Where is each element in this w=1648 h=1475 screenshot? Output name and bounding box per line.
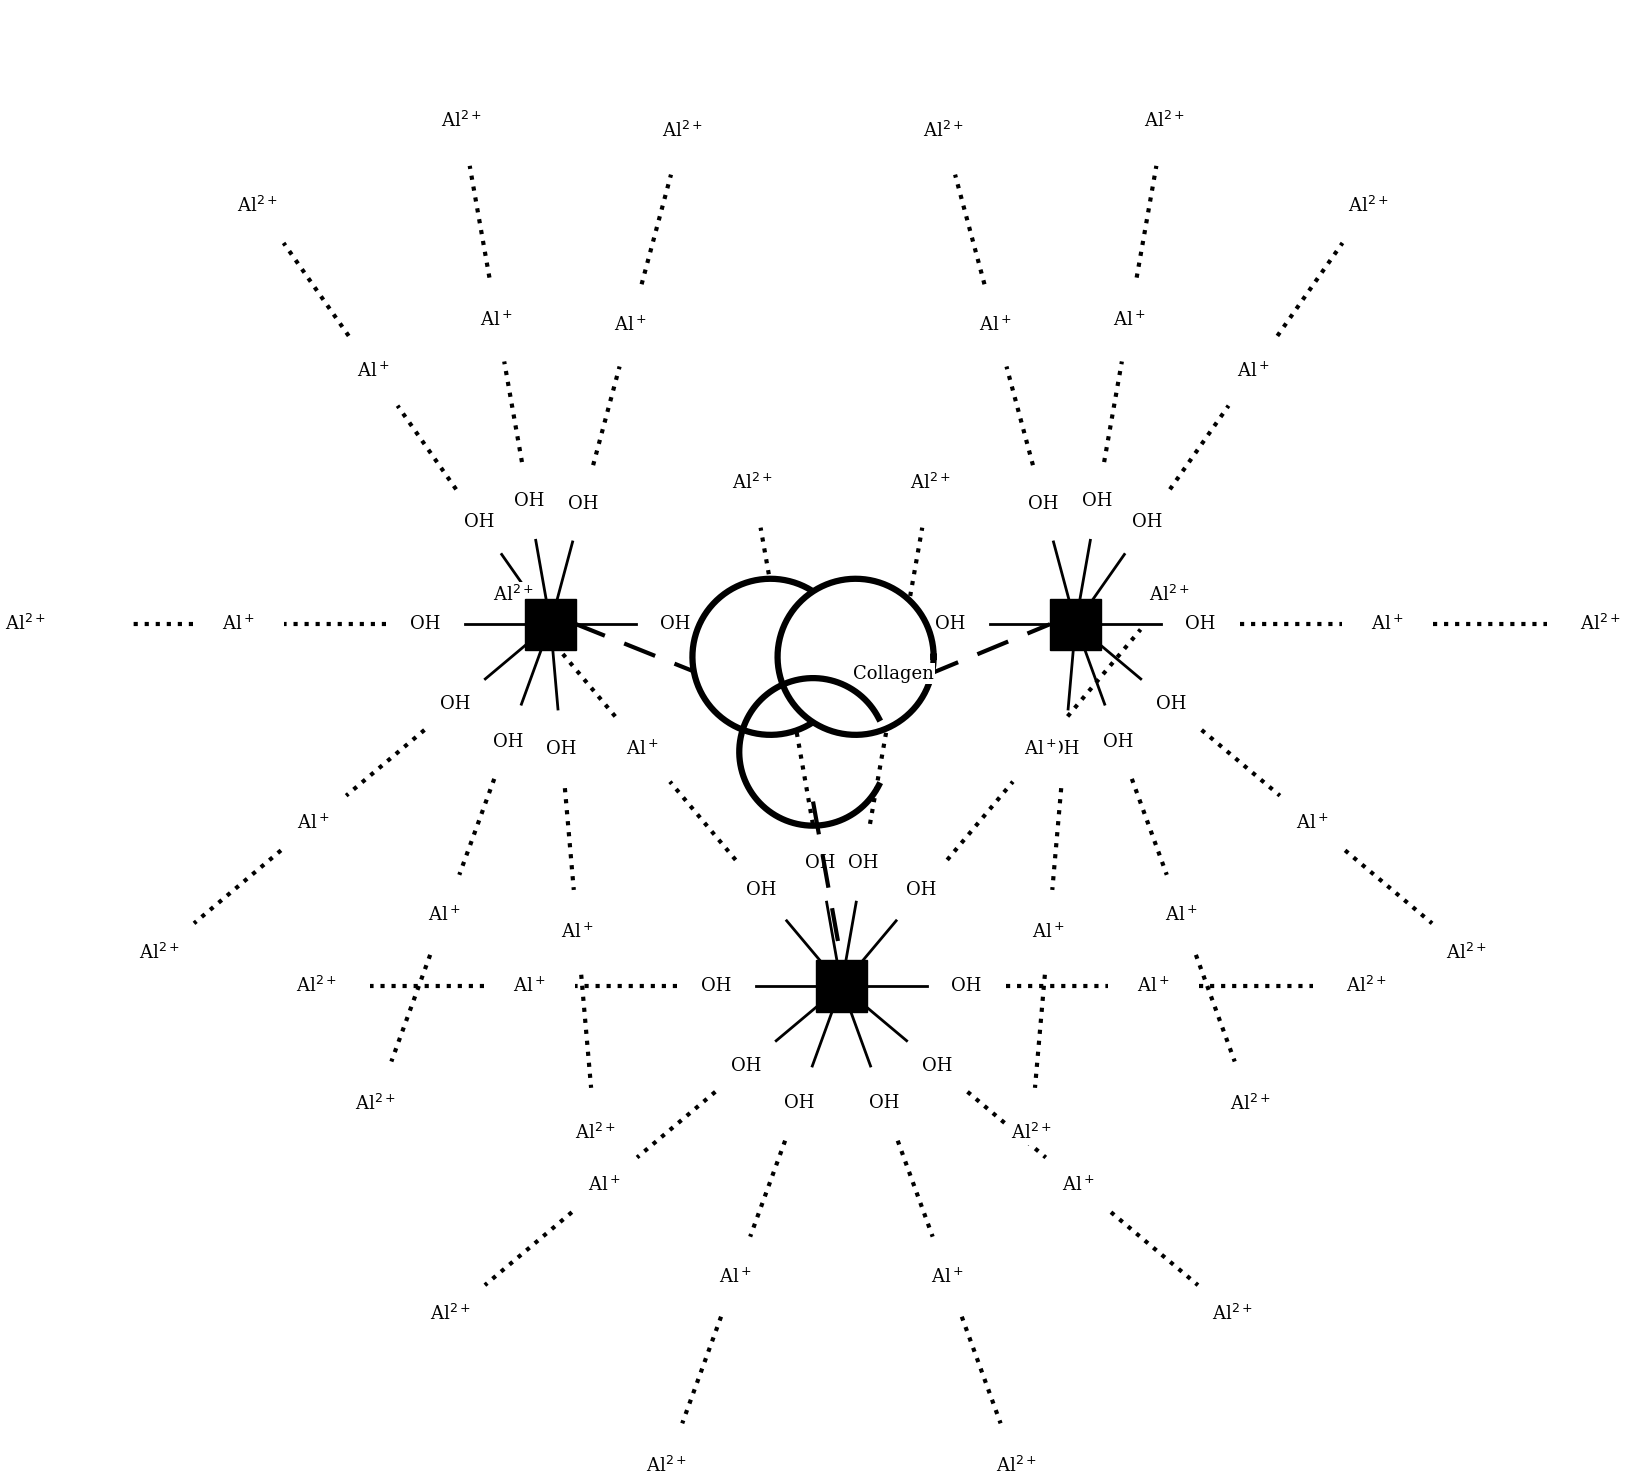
Text: $\mathregular{Al}^+$: $\mathregular{Al}^+$: [297, 813, 330, 833]
Text: $\mathregular{Al}^{2+}$: $\mathregular{Al}^{2+}$: [430, 1304, 470, 1325]
Text: $\mathregular{Al}^+$: $\mathregular{Al}^+$: [1112, 310, 1145, 329]
Text: $\mathregular{Al}^{2+}$: $\mathregular{Al}^{2+}$: [5, 614, 46, 634]
Text: $\mathregular{Al}^+$: $\mathregular{Al}^+$: [771, 671, 804, 690]
Text: $\mathregular{Al}^{2+}$: $\mathregular{Al}^{2+}$: [138, 943, 180, 963]
Text: $\mathregular{Al}^{2+}$: $\mathregular{Al}^{2+}$: [732, 473, 773, 493]
Text: $\mathregular{Al}^+$: $\mathregular{Al}^+$: [560, 923, 593, 943]
Text: $\mathregular{Al}^{2+}$: $\mathregular{Al}^{2+}$: [442, 111, 483, 131]
Text: OH: OH: [849, 854, 878, 872]
Text: $\mathregular{Al}^{2+}$: $\mathregular{Al}^{2+}$: [1144, 111, 1185, 131]
Text: $\mathregular{Al}^{2+}$: $\mathregular{Al}^{2+}$: [1447, 943, 1486, 963]
Text: $\mathregular{Al}^+$: $\mathregular{Al}^+$: [878, 671, 911, 690]
Text: $\mathregular{Al}^+$: $\mathregular{Al}^+$: [1165, 906, 1198, 925]
Text: $\mathregular{Al}^+$: $\mathregular{Al}^+$: [513, 976, 545, 996]
Text: $\mathregular{Al}^{2+}$: $\mathregular{Al}^{2+}$: [1149, 584, 1190, 605]
Text: $\mathregular{Al}^{2+}$: $\mathregular{Al}^{2+}$: [646, 1456, 687, 1475]
Text: $\mathregular{Al}^{2+}$: $\mathregular{Al}^{2+}$: [297, 976, 336, 996]
Text: OH: OH: [567, 494, 598, 513]
Text: $\mathregular{Al}^+$: $\mathregular{Al}^+$: [931, 1267, 964, 1286]
Polygon shape: [692, 578, 849, 735]
Text: $\mathregular{Al}^+$: $\mathregular{Al}^+$: [1295, 813, 1328, 833]
Text: OH: OH: [440, 695, 470, 714]
Text: $\mathregular{Al}^+$: $\mathregular{Al}^+$: [719, 1267, 751, 1286]
Text: $\mathregular{Al}^{2+}$: $\mathregular{Al}^{2+}$: [1229, 1094, 1271, 1114]
Bar: [816, 960, 867, 1012]
Bar: [1050, 599, 1101, 649]
Text: $\mathregular{Al}^{2+}$: $\mathregular{Al}^{2+}$: [1580, 614, 1622, 634]
Text: OH: OH: [906, 882, 936, 900]
Text: $\mathregular{Al}^+$: $\mathregular{Al}^+$: [1371, 615, 1404, 634]
Text: OH: OH: [493, 733, 522, 751]
Text: $\mathregular{Al}^+$: $\mathregular{Al}^+$: [1032, 923, 1065, 943]
Text: $\mathregular{Al}^{2+}$: $\mathregular{Al}^{2+}$: [995, 1456, 1037, 1475]
Text: OH: OH: [702, 976, 732, 996]
Text: $\mathregular{Al}^+$: $\mathregular{Al}^+$: [1236, 361, 1269, 381]
Text: OH: OH: [921, 1058, 953, 1075]
Text: $\mathregular{Al}^+$: $\mathregular{Al}^+$: [1023, 739, 1056, 758]
Text: OH: OH: [1103, 733, 1134, 751]
Text: $\mathregular{Al}^{2+}$: $\mathregular{Al}^{2+}$: [662, 121, 704, 140]
Text: $\mathregular{Al}^{2+}$: $\mathregular{Al}^{2+}$: [356, 1094, 396, 1114]
Text: OH: OH: [661, 615, 691, 633]
Text: $\mathregular{Al}^+$: $\mathregular{Al}^+$: [428, 906, 461, 925]
Text: $\mathregular{Al}^+$: $\mathregular{Al}^+$: [356, 361, 389, 381]
Text: $\mathregular{Al}^+$: $\mathregular{Al}^+$: [979, 316, 1012, 335]
Text: $\mathregular{Al}^{2+}$: $\mathregular{Al}^{2+}$: [1348, 196, 1389, 215]
Text: OH: OH: [1050, 739, 1079, 758]
Text: OH: OH: [804, 854, 836, 872]
Text: OH: OH: [951, 976, 982, 996]
Text: OH: OH: [747, 882, 776, 900]
Text: OH: OH: [514, 493, 544, 510]
Text: $\mathregular{Al}^{2+}$: $\mathregular{Al}^{2+}$: [493, 584, 534, 605]
Text: $\mathregular{Al}^+$: $\mathregular{Al}^+$: [588, 1176, 621, 1195]
Text: OH: OH: [868, 1094, 900, 1112]
Text: OH: OH: [410, 615, 442, 633]
Text: OH: OH: [463, 513, 494, 531]
Text: OH: OH: [1083, 493, 1112, 510]
Text: OH: OH: [730, 1058, 761, 1075]
Text: OH: OH: [783, 1094, 814, 1112]
Text: $\mathregular{Al}^+$: $\mathregular{Al}^+$: [1061, 1176, 1094, 1195]
Bar: [526, 599, 577, 649]
Text: OH: OH: [1132, 513, 1162, 531]
Text: $\mathregular{Al}^{2+}$: $\mathregular{Al}^{2+}$: [1346, 976, 1388, 996]
Text: OH: OH: [545, 739, 577, 758]
Text: OH: OH: [1185, 615, 1216, 633]
Text: $\mathregular{Al}^+$: $\mathregular{Al}^+$: [222, 615, 255, 634]
Text: $\mathregular{Al}^+$: $\mathregular{Al}^+$: [626, 739, 659, 758]
Text: $\mathregular{Al}^+$: $\mathregular{Al}^+$: [481, 310, 513, 329]
Polygon shape: [778, 578, 934, 735]
Text: Collagen: Collagen: [852, 665, 934, 683]
Text: OH: OH: [936, 615, 966, 633]
Text: $\mathregular{Al}^{2+}$: $\mathregular{Al}^{2+}$: [1010, 1122, 1051, 1143]
Text: $\mathregular{Al}^+$: $\mathregular{Al}^+$: [615, 316, 648, 335]
Text: OH: OH: [1028, 494, 1058, 513]
Text: $\mathregular{Al}^{2+}$: $\mathregular{Al}^{2+}$: [575, 1122, 615, 1143]
Text: $\mathregular{Al}^{2+}$: $\mathregular{Al}^{2+}$: [237, 196, 279, 215]
Text: $\mathregular{Al}^+$: $\mathregular{Al}^+$: [1137, 976, 1170, 996]
Text: OH: OH: [1155, 695, 1187, 714]
Text: $\mathregular{Al}^{2+}$: $\mathregular{Al}^{2+}$: [1213, 1304, 1252, 1325]
Text: $\mathregular{Al}^{2+}$: $\mathregular{Al}^{2+}$: [923, 121, 964, 140]
Text: $\mathregular{Al}^{2+}$: $\mathregular{Al}^{2+}$: [910, 473, 951, 493]
